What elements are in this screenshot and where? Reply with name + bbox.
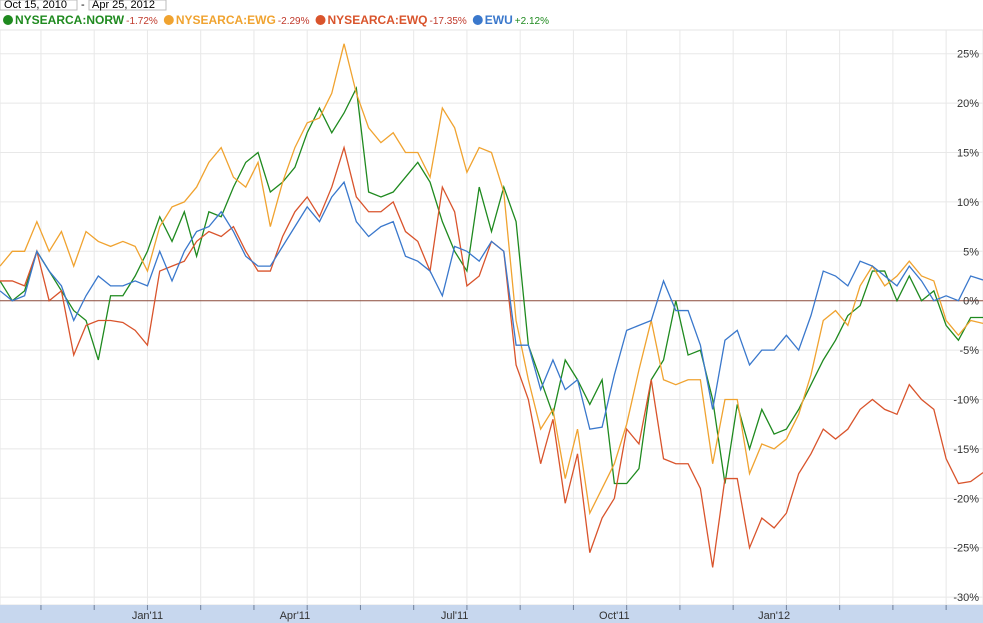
- x-axis: Jan'11 Apr'11 Jul'11 Oct'11 Jan'12: [40, 605, 947, 622]
- series-line: [0, 180, 983, 430]
- y-tick-label: -15%: [953, 444, 979, 456]
- x-axis-band: [0, 605, 983, 623]
- lines: [0, 43, 983, 568]
- y-axis: 25% 20% 15% 10% 5% 0% -5% -10% -15% -20% -25% -30%: [953, 49, 979, 604]
- date-separator: -: [81, 0, 85, 11]
- start-date-box[interactable]: [0, 0, 78, 11]
- legend-change: -17.35%: [430, 16, 467, 27]
- series-line: [0, 43, 983, 516]
- x-tick-label: Jan'12: [758, 610, 790, 622]
- legend-change: +2.12%: [515, 16, 549, 27]
- legend-change: -2.29%: [278, 16, 310, 27]
- y-tick-label: 25%: [957, 49, 979, 61]
- legend-dot: [163, 15, 174, 25]
- end-date-box[interactable]: [88, 0, 167, 11]
- y-tick-label: -5%: [959, 345, 979, 357]
- plot-area: [0, 29, 983, 606]
- y-tick-label: -20%: [953, 493, 979, 505]
- legend: NYSEARCA:NORW -1.72% NYSEARCA:EWG -2.29% NYS…: [3, 13, 549, 27]
- legend-change: -1.72%: [126, 16, 158, 27]
- legend-name[interactable]: EWU: [485, 13, 513, 27]
- y-tick-label: 15%: [957, 148, 979, 160]
- y-tick-label: 0%: [963, 296, 979, 308]
- y-tick-label: -30%: [953, 592, 979, 604]
- legend-name[interactable]: NYSEARCA:NORW: [15, 13, 125, 27]
- series-line: [0, 86, 983, 485]
- start-date: Oct 15, 2010: [4, 0, 67, 11]
- legend-name[interactable]: NYSEARCA:EWG: [176, 13, 276, 27]
- end-date: Apr 25, 2012: [92, 0, 155, 11]
- y-tick-label: 20%: [957, 98, 979, 110]
- legend-name[interactable]: NYSEARCA:EWQ: [328, 13, 428, 27]
- y-tick-label: -10%: [953, 395, 979, 407]
- date-bar: [0, 0, 983, 11]
- x-tick-label: Jul'11: [441, 610, 469, 622]
- y-tick-label: 10%: [957, 197, 979, 209]
- legend-dot: [3, 15, 13, 25]
- x-tick-label: Oct'11: [599, 610, 630, 622]
- y-tick-label: -25%: [953, 543, 979, 555]
- x-tick-label: Jan'11: [132, 610, 163, 622]
- x-tick-label: Apr'11: [280, 610, 311, 622]
- legend-dot: [472, 15, 483, 25]
- y-tick-label: 5%: [963, 246, 979, 258]
- legend-dot: [315, 15, 326, 25]
